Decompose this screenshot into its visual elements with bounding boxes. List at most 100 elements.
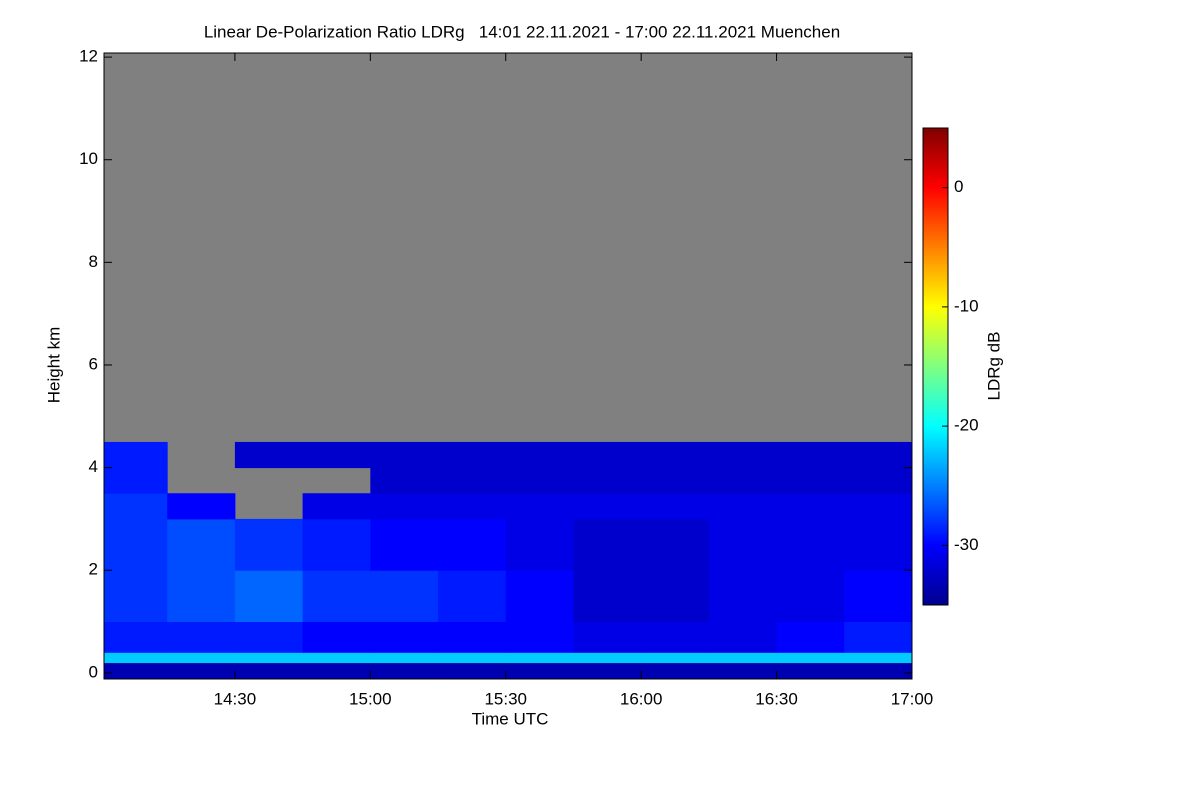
heat-cell	[302, 570, 371, 623]
heat-cell	[776, 652, 845, 664]
heat-cell	[641, 493, 710, 520]
x-tick-label: 14:30	[214, 689, 257, 708]
heat-cell	[167, 518, 236, 571]
heat-cell	[370, 652, 439, 664]
y-tick-label: 10	[79, 149, 98, 168]
heat-cell	[104, 467, 168, 494]
heat-cell	[438, 467, 507, 494]
y-tick-label: 12	[79, 47, 98, 66]
heat-cell	[370, 662, 439, 679]
y-tick-label: 4	[89, 457, 98, 476]
heat-cell	[505, 621, 574, 653]
colorbar-label: LDRg dB	[984, 332, 1003, 401]
y-tick-label: 8	[89, 252, 98, 271]
heat-cell	[776, 493, 845, 520]
heat-cell	[641, 570, 710, 623]
heat-cell	[641, 662, 710, 679]
heat-cell	[234, 652, 304, 664]
heat-cell	[844, 652, 913, 664]
heat-cell	[844, 662, 913, 679]
colorbar-tick-label: -20	[954, 416, 979, 435]
heat-cell	[844, 467, 913, 494]
heat-cell	[641, 441, 710, 469]
heat-cell	[370, 467, 439, 494]
heat-cell	[370, 493, 439, 520]
heat-cell	[505, 467, 574, 494]
heat-cell	[302, 493, 371, 520]
heat-cell	[104, 652, 168, 664]
heat-cell	[438, 652, 507, 664]
heat-cell	[104, 441, 168, 469]
colorbar-tick-label: 0	[954, 177, 963, 196]
heat-cell	[302, 662, 371, 679]
heat-cell	[641, 621, 710, 653]
heat-cell	[234, 570, 304, 623]
y-tick-label: 2	[89, 560, 98, 579]
colorbar-tick-label: -10	[954, 296, 979, 315]
y-tick-label: 6	[89, 354, 98, 373]
colorbar	[922, 127, 949, 606]
heat-cell	[844, 621, 913, 653]
y-axis-label: Height km	[44, 327, 63, 404]
heat-cell	[844, 570, 913, 623]
heat-cell	[302, 652, 371, 664]
heat-cell	[573, 652, 642, 664]
x-tick-label: 15:30	[484, 689, 527, 708]
heat-cell	[708, 467, 778, 494]
heat-cell	[167, 570, 236, 623]
heat-cell	[167, 621, 236, 653]
heat-cell	[302, 441, 371, 469]
heat-cell	[776, 570, 845, 623]
heat-cell	[776, 467, 845, 494]
heat-cell	[641, 518, 710, 571]
heat-cell	[708, 621, 778, 653]
heat-cell	[708, 493, 778, 520]
heat-cell	[505, 493, 574, 520]
heat-cell	[438, 441, 507, 469]
heat-cell	[438, 570, 507, 623]
heat-cell	[708, 652, 778, 664]
heat-cell	[708, 570, 778, 623]
heat-cell	[302, 518, 371, 571]
x-tick-label: 16:00	[620, 689, 663, 708]
heat-cell	[438, 518, 507, 571]
heat-cell	[438, 621, 507, 653]
heat-cell	[104, 621, 168, 653]
heat-cell	[708, 662, 778, 679]
heat-cell	[104, 493, 168, 520]
heat-cell	[776, 518, 845, 571]
heat-cell	[167, 652, 236, 664]
heat-cell	[776, 441, 845, 469]
heat-cell	[573, 518, 642, 571]
heat-cell	[167, 493, 236, 520]
heat-cell	[104, 518, 168, 571]
heat-cell	[505, 652, 574, 664]
heat-cell	[844, 441, 913, 469]
y-tick-label: 0	[89, 662, 98, 681]
colorbar-tick-label: -30	[954, 535, 979, 554]
x-tick-label: 17:00	[891, 689, 934, 708]
heat-cell	[370, 518, 439, 571]
heat-cell	[641, 467, 710, 494]
heat-cell	[776, 662, 845, 679]
heat-cell	[573, 493, 642, 520]
heat-cell	[505, 441, 574, 469]
heat-cell	[234, 662, 304, 679]
heat-cell	[776, 621, 845, 653]
heat-cell	[505, 570, 574, 623]
heat-cell	[573, 621, 642, 653]
x-axis-label: Time UTC	[472, 709, 549, 728]
heat-cell	[505, 518, 574, 571]
heat-cell	[708, 518, 778, 571]
heat-cell	[438, 493, 507, 520]
heat-cell	[167, 662, 236, 679]
heat-cell	[844, 493, 913, 520]
heat-cell	[234, 518, 304, 571]
heat-cell	[438, 662, 507, 679]
heat-cell	[573, 441, 642, 469]
heat-cell	[234, 441, 304, 469]
heat-cell	[844, 518, 913, 571]
heat-cell	[370, 441, 439, 469]
heat-cell	[573, 570, 642, 623]
